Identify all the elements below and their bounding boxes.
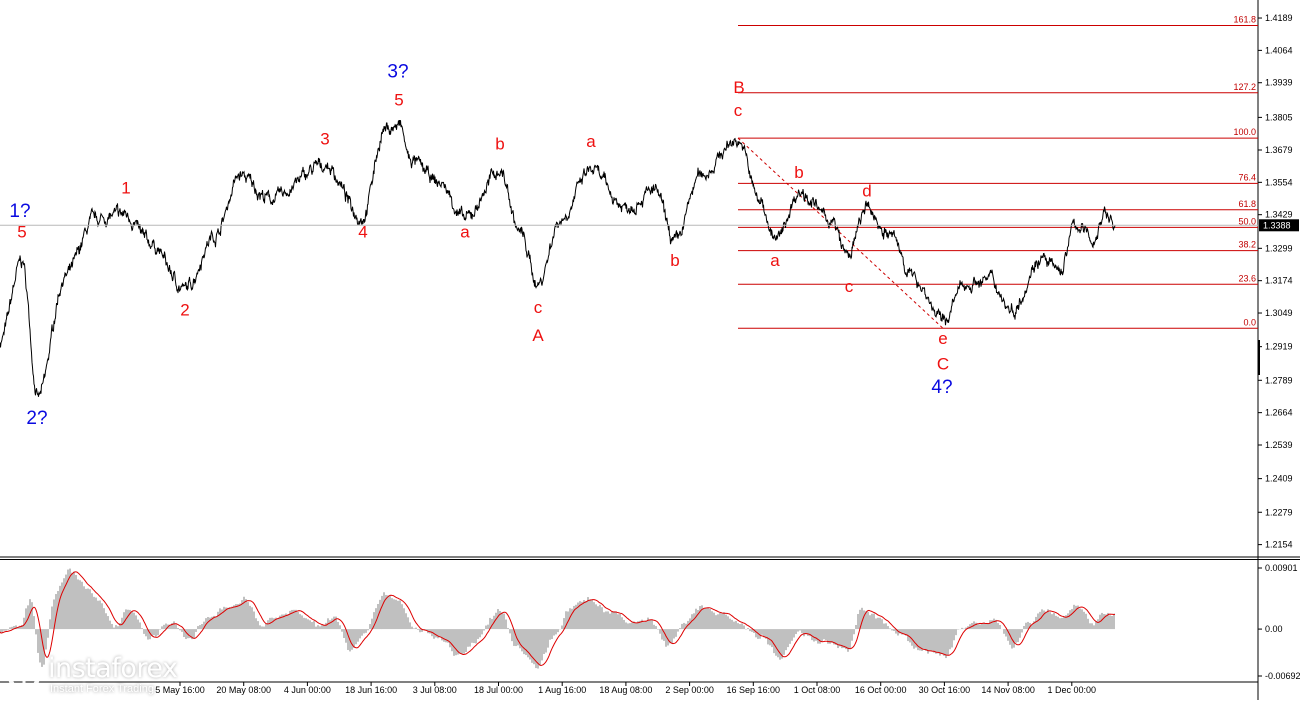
- wave-label-22: C: [937, 355, 949, 374]
- price-tick-label-10: 1.2919: [1265, 342, 1293, 352]
- wave-label-23: 4?: [931, 377, 952, 398]
- time-tick-label-0: 5 May 16:00: [155, 685, 205, 695]
- wave-label-4: 2: [180, 300, 189, 319]
- wave-label-13: a: [586, 132, 596, 151]
- fib-label-127-2: 127.2: [1233, 82, 1256, 92]
- fib-label-76-4: 76.4: [1238, 172, 1256, 182]
- wave-label-7: 3?: [387, 61, 408, 82]
- price-tick-label-0: 1.4189: [1265, 13, 1293, 23]
- wave-label-0: 1?: [9, 201, 30, 222]
- time-tick-label-6: 1 Aug 16:00: [538, 685, 586, 695]
- fib-label-161-8: 161.8: [1233, 15, 1256, 25]
- wave-label-18: b: [794, 163, 803, 182]
- time-tick-label-12: 30 Oct 16:00: [919, 685, 971, 695]
- price-tick-label-15: 1.2279: [1265, 507, 1293, 517]
- fib-trend-line: [737, 137, 944, 329]
- wave-label-9: a: [460, 223, 470, 242]
- time-axis: 5 May 16:00 20 May 08:00 4 Jun 00:00 18 Jun…: [155, 682, 1096, 695]
- time-tick-label-2: 4 Jun 00:00: [284, 685, 331, 695]
- wave-label-6: 4: [358, 223, 367, 242]
- price-axis: 1.4189 1.4064 1.3939 1.3805 1.3679 1.3554 1.34…: [1258, 13, 1299, 550]
- wave-label-19: d: [862, 181, 871, 200]
- logo-name: instaforex: [48, 653, 178, 684]
- fib-label-23-6: 23.6: [1238, 273, 1256, 283]
- osc-tick-label-1: 0.00: [1265, 624, 1283, 634]
- wave-label-3: 1: [121, 179, 130, 198]
- price-tick-label-12: 1.2664: [1265, 408, 1293, 418]
- oscillator-pane: 0.00901 0.00 -0.00692: [0, 563, 1300, 681]
- time-tick-label-14: 1 Dec 00:00: [1048, 685, 1097, 695]
- wave-label-8: 5: [394, 91, 403, 110]
- wave-label-17: a: [770, 251, 780, 270]
- time-tick-label-11: 16 Oct 00:00: [855, 685, 907, 695]
- fibonacci-levels: 161.8 127.2 100.0 76.4 61.8 50.0 38.2 23.6 0.0: [737, 15, 1258, 329]
- price-tick-label-1: 1.4064: [1265, 45, 1293, 55]
- wave-label-20: c: [845, 277, 854, 296]
- price-tick-label-9: 1.3049: [1265, 308, 1293, 318]
- time-tick-label-3: 18 Jun 16:00: [345, 685, 397, 695]
- time-tick-label-7: 18 Aug 08:00: [599, 685, 652, 695]
- current-price-tag: [1259, 219, 1299, 232]
- fib-label-100-0: 100.0: [1233, 127, 1256, 137]
- signal-line: [0, 571, 1116, 667]
- fib-label-0-0: 0.0: [1243, 317, 1256, 327]
- price-tick-label-5: 1.3554: [1265, 177, 1293, 187]
- wave-label-11: c: [534, 298, 543, 317]
- wave-label-2: 2?: [26, 408, 47, 429]
- time-tick-label-8: 2 Sep 00:00: [665, 685, 714, 695]
- instaforex-logo: instaforex Instant Forex Trading: [4, 652, 180, 698]
- logo-mark-icon: [7, 656, 41, 692]
- price-tick-label-2: 1.3939: [1265, 78, 1293, 88]
- fib-label-50-0: 50.0: [1238, 216, 1256, 226]
- price-tick-label-8: 1.3174: [1265, 276, 1293, 286]
- fib-label-38-2: 38.2: [1238, 240, 1256, 250]
- time-tick-label-4: 3 Jul 08:00: [413, 685, 457, 695]
- wave-label-1: 5: [17, 223, 26, 242]
- price-tick-label-4: 1.3679: [1265, 145, 1293, 155]
- price-tick-label-6: 1.3429: [1265, 210, 1293, 220]
- wave-label-14: b: [670, 251, 679, 270]
- price-line: [0, 120, 1116, 397]
- wave-label-5: 3: [320, 130, 329, 149]
- time-tick-label-9: 16 Sep 16:00: [727, 685, 781, 695]
- osc-tick-label-0: 0.00901: [1265, 563, 1298, 573]
- current-price-label: 1.3388: [1263, 220, 1291, 230]
- time-tick-label-10: 1 Oct 08:00: [794, 685, 841, 695]
- price-tick-label-7: 1.3299: [1265, 243, 1293, 253]
- osc-tick-label-2: -0.00692: [1265, 671, 1300, 681]
- wave-label-12: A: [532, 326, 544, 345]
- wave-label-16: c: [734, 101, 743, 120]
- price-tick-label-14: 1.2409: [1265, 474, 1293, 484]
- price-tick-label-3: 1.3805: [1265, 112, 1293, 122]
- price-tick-label-13: 1.2539: [1265, 440, 1293, 450]
- wave-label-21: e: [938, 329, 947, 348]
- time-tick-label-13: 14 Nov 08:00: [981, 685, 1035, 695]
- fib-label-61-8: 61.8: [1238, 199, 1256, 209]
- price-tick-label-16: 1.2154: [1265, 540, 1293, 550]
- logo-tagline: Instant Forex Trading: [50, 683, 154, 695]
- wave-label-10: b: [495, 135, 504, 154]
- wave-label-15: B: [733, 78, 744, 97]
- price-tick-label-11: 1.2789: [1265, 375, 1293, 385]
- time-tick-label-1: 20 May 08:00: [216, 685, 271, 695]
- time-tick-label-5: 18 Jul 00:00: [474, 685, 523, 695]
- price-series: [0, 120, 1258, 397]
